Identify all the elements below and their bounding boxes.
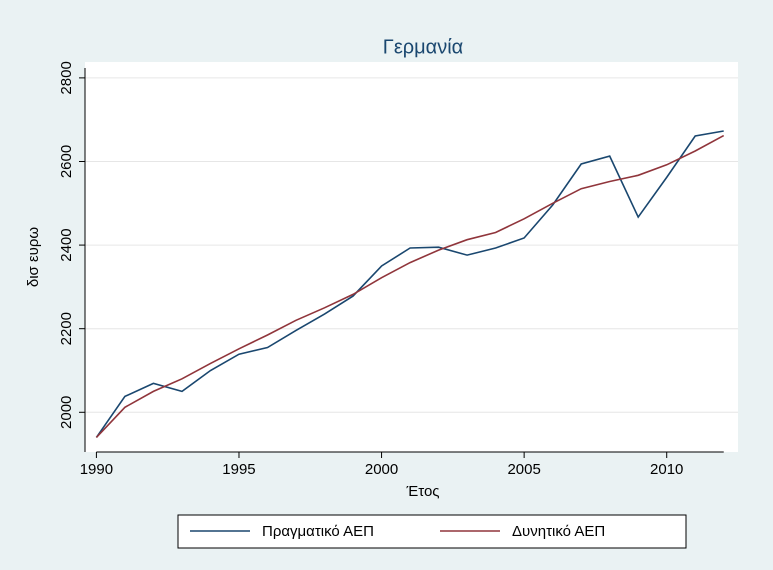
y-tick-label: 2800 [58, 61, 75, 94]
chart-title: Γερμανία [383, 36, 463, 58]
y-tick-label: 2200 [58, 312, 75, 345]
line [95, 130, 724, 438]
y-tick-label: 2600 [58, 145, 75, 178]
line [95, 134, 725, 438]
x-axis-label: Έτος [405, 483, 439, 500]
y-tick-label: 2400 [58, 228, 75, 261]
x-tick-label: 1995 [222, 461, 255, 478]
y-tick-label: 2000 [58, 396, 75, 429]
x-tick-label: 1990 [80, 461, 113, 478]
legend-label: Πραγματικό ΑΕΠ [262, 523, 374, 540]
x-tick-label: 2010 [650, 461, 683, 478]
x-tick-label: 2000 [365, 461, 398, 478]
plot-area [85, 62, 738, 452]
x-tick-label: 2005 [507, 461, 540, 478]
y-axis-label: δισ ευρω [25, 227, 42, 288]
legend [177, 514, 687, 549]
legend-label: Δυνητικό ΑΕΠ [512, 523, 605, 540]
